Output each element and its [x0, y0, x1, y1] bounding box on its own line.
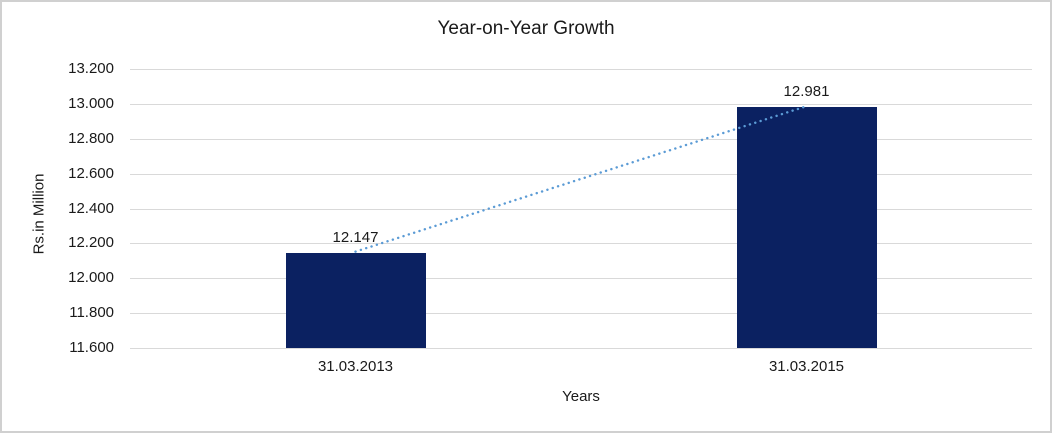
- y-tick-label: 11.600: [69, 339, 114, 356]
- y-tick-label: 12.800: [68, 129, 114, 147]
- y-tick-label: 13.200: [68, 60, 114, 77]
- x-tick-label: 31.03.2015: [768, 358, 845, 375]
- gridline: [130, 313, 1032, 315]
- gridline: [130, 103, 1032, 105]
- gridline: [130, 243, 1032, 245]
- y-tick-label: 12.000: [68, 269, 114, 287]
- bar-value-label: 12.147: [332, 228, 379, 246]
- bar: [285, 252, 426, 348]
- y-tick-label: 12.600: [68, 164, 114, 182]
- x-axis-title: Years: [562, 388, 600, 405]
- gridline: [130, 278, 1032, 280]
- bar: [736, 107, 877, 348]
- bar-value-label: 12.981: [783, 83, 830, 101]
- y-tick-label: 12.400: [68, 199, 114, 217]
- gridline: [130, 208, 1032, 210]
- gridline: [130, 348, 1032, 349]
- gridline: [130, 173, 1032, 175]
- x-tick-label: 31.03.2013: [317, 358, 394, 375]
- gridline: [130, 138, 1032, 140]
- chart-title: Year-on-Year Growth: [437, 18, 615, 39]
- gridline: [130, 69, 1032, 70]
- y-tick-label: 13.000: [68, 94, 114, 112]
- y-tick-label: 11.800: [69, 304, 114, 322]
- y-tick-label: 12.200: [68, 234, 114, 252]
